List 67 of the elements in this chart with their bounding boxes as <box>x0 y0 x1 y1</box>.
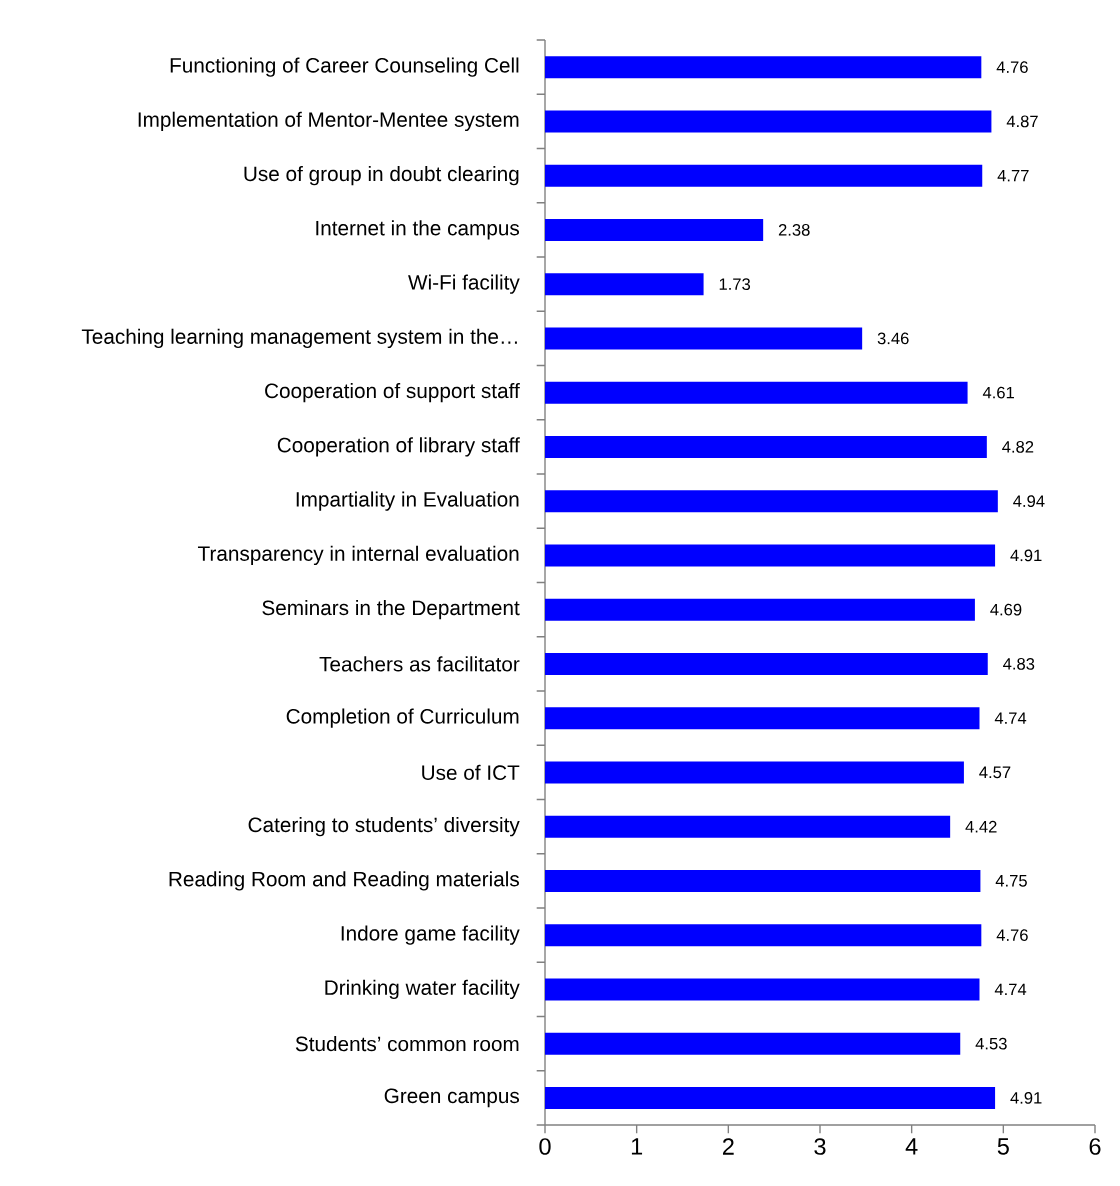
bar <box>545 815 951 838</box>
bar <box>545 707 980 730</box>
y-tick-label: Transparency in internal evaluation <box>197 545 519 566</box>
bar <box>545 381 968 404</box>
data-label: 4.77 <box>997 169 1029 182</box>
y-tick-label: Use of group in doubt clearing <box>244 165 519 186</box>
x-tick-label: 3 <box>814 1138 826 1155</box>
bar <box>545 978 980 1001</box>
data-label: 4.87 <box>1006 115 1038 128</box>
bar <box>545 218 764 241</box>
data-label: 4.69 <box>990 603 1022 616</box>
data-label: 4.53 <box>975 1037 1007 1050</box>
data-label: 3.46 <box>877 332 909 345</box>
x-tick-label: 2 <box>722 1138 734 1155</box>
y-tick-label: Impartiality in Evaluation <box>296 491 519 511</box>
bar <box>545 544 996 567</box>
bar <box>545 652 988 675</box>
y-tick-label: Wi-Fi facility <box>408 274 520 294</box>
data-label: 4.94 <box>1013 495 1045 507</box>
data-label: 4.42 <box>965 820 997 833</box>
bar <box>545 327 863 350</box>
bar <box>545 273 704 296</box>
y-tick-label: Functioning of Career Counseling Cell <box>170 57 519 77</box>
x-tick-label: 1 <box>631 1138 643 1155</box>
bar <box>545 490 998 513</box>
y-tick-label: Use of ICT <box>422 764 520 780</box>
y-tick-label: Reading Room and Reading materials <box>169 871 519 891</box>
data-label: 4.74 <box>994 983 1027 996</box>
x-tick-label: 0 <box>539 1138 551 1155</box>
x-tick-label: 6 <box>1089 1138 1101 1155</box>
data-label: 4.91 <box>1010 549 1042 562</box>
data-label: 1.73 <box>719 278 751 290</box>
y-tick-label: Implementation of Mentor-Mentee system <box>138 111 519 132</box>
data-label: 4.76 <box>996 61 1028 73</box>
y-tick-label: Completion of Curriculum <box>286 708 519 728</box>
y-tick-label: Indore game facility <box>341 925 520 945</box>
bar <box>545 56 982 79</box>
bar <box>545 761 964 784</box>
data-label: 2.38 <box>778 224 810 236</box>
y-tick-label: Seminars in the Department <box>262 599 520 620</box>
data-label: 4.74 <box>994 712 1027 724</box>
y-tick-label: Teachers as facilitator <box>319 656 520 672</box>
data-label: 4.91 <box>1010 1092 1042 1104</box>
x-tick-label: 4 <box>905 1138 918 1155</box>
y-tick-label: Drinking water facility <box>325 979 520 1000</box>
bar <box>545 1032 961 1055</box>
bar <box>545 869 981 892</box>
bar <box>545 924 982 947</box>
x-tick-label: 5 <box>997 1138 1009 1155</box>
bar <box>545 110 992 133</box>
bar <box>545 598 975 621</box>
data-label: 4.61 <box>982 386 1014 399</box>
data-label: 4.76 <box>996 929 1028 941</box>
bar <box>545 164 983 187</box>
data-label: 4.83 <box>1003 658 1035 670</box>
data-label: 4.82 <box>1002 441 1034 453</box>
y-tick-label: Cooperation of library staff <box>277 437 520 457</box>
bar <box>545 1086 996 1109</box>
y-tick-label: Cooperation of support staff <box>265 382 520 403</box>
y-tick-label: Green campus <box>384 1088 520 1108</box>
bar <box>545 435 987 458</box>
data-label: 4.75 <box>995 875 1027 887</box>
y-tick-label: Catering to students’ diversity <box>248 816 520 837</box>
y-tick-label: Teaching learning management system in the… <box>81 328 517 349</box>
data-label: 4.57 <box>979 766 1011 779</box>
y-tick-label: Internet in the campus <box>316 220 520 240</box>
y-tick-label: Students’ common room <box>295 1036 519 1052</box>
